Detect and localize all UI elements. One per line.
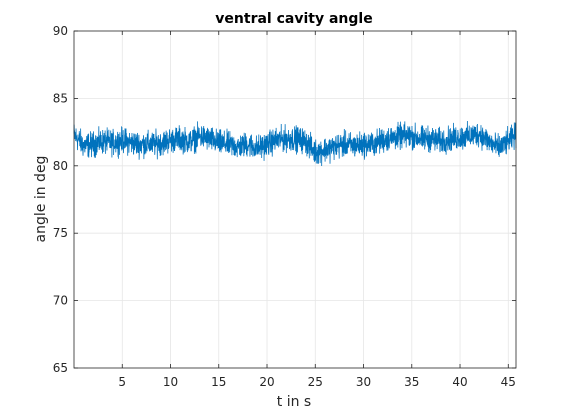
chart-title: ventral cavity angle (215, 11, 372, 27)
y-axis: 65 70 75 80 85 90 (53, 24, 516, 375)
x-tick-label: 15 (211, 375, 226, 389)
x-tick-label: 35 (404, 375, 419, 389)
x-tick-label: 30 (356, 375, 371, 389)
y-tick-label: 75 (53, 226, 68, 240)
x-tick-label: 45 (501, 375, 516, 389)
x-tick-label: 20 (259, 375, 274, 389)
plot-area (73, 120, 517, 167)
y-axis-label: angle in deg (33, 156, 49, 243)
series-line (73, 120, 517, 167)
x-axis-label: t in s (277, 394, 311, 410)
x-tick-label: 40 (452, 375, 467, 389)
x-tick-label: 25 (308, 375, 323, 389)
y-tick-label: 65 (53, 361, 68, 375)
y-tick-label: 90 (53, 24, 68, 38)
grid (74, 31, 516, 368)
y-tick-label: 70 (53, 294, 68, 308)
y-tick-label: 85 (53, 91, 68, 105)
y-tick-label: 80 (53, 159, 68, 173)
x-tick-label: 10 (163, 375, 178, 389)
x-tick-label: 5 (118, 375, 126, 389)
x-axis: 5 10 15 20 25 30 35 40 45 (118, 31, 516, 389)
axes-box (73, 30, 517, 369)
